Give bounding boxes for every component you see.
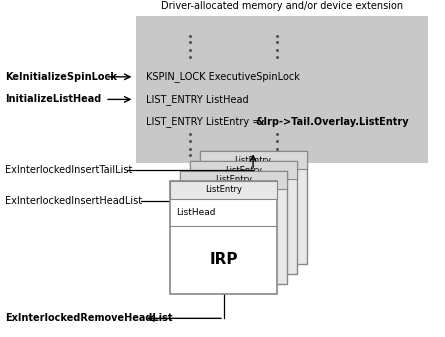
Text: KSPIN_LOCK ExecutiveSpinLock: KSPIN_LOCK ExecutiveSpinLock xyxy=(146,71,300,82)
Bar xyxy=(170,181,277,294)
Text: IRP: IRP xyxy=(210,252,238,268)
Text: &Irp->Tail.Overlay.ListEntry: &Irp->Tail.Overlay.ListEntry xyxy=(255,117,409,127)
Text: KeInitializeSpinLock: KeInitializeSpinLock xyxy=(5,72,117,82)
Bar xyxy=(136,16,429,163)
Text: ExInterlockedInsertTailList: ExInterlockedInsertTailList xyxy=(5,165,132,175)
Text: ListHead: ListHead xyxy=(176,208,216,217)
Bar xyxy=(190,161,297,179)
Bar xyxy=(199,151,307,264)
Text: LIST_ENTRY ListHead: LIST_ENTRY ListHead xyxy=(146,94,249,105)
Text: Driver-allocated memory and/or device extension: Driver-allocated memory and/or device ex… xyxy=(161,1,403,11)
Text: ListEntry: ListEntry xyxy=(206,185,243,194)
Text: ListEntry: ListEntry xyxy=(215,176,252,184)
Text: ListEntry: ListEntry xyxy=(225,165,262,175)
Text: ListEntry: ListEntry xyxy=(235,156,271,165)
Bar xyxy=(170,181,277,198)
Bar xyxy=(199,151,307,169)
Text: ExInterlockedRemoveHeadList: ExInterlockedRemoveHeadList xyxy=(5,313,172,323)
Text: InitializeListHead: InitializeListHead xyxy=(5,94,101,104)
Bar xyxy=(180,171,287,189)
Bar xyxy=(180,171,287,284)
Text: ExInterlockedInsertHeadList: ExInterlockedInsertHeadList xyxy=(5,195,142,206)
Text: LIST_ENTRY ListEntry =: LIST_ENTRY ListEntry = xyxy=(146,117,263,127)
Bar xyxy=(190,161,297,274)
